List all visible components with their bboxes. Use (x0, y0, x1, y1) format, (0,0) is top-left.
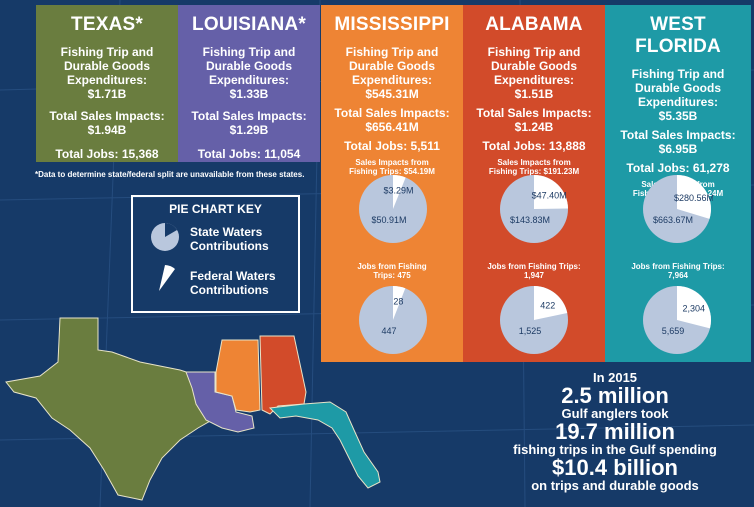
summary-spend-text: on trips and durable goods (531, 478, 699, 493)
texas-title: TEXAS* (71, 14, 143, 35)
louisiana-jobs: Total Jobs: 11,054 (197, 147, 301, 161)
mississippi-jobs: Total Jobs: 5,511 (344, 139, 440, 153)
key-federal-line1: Federal Waters (190, 269, 276, 283)
texas-sales-label: Total Sales Impacts: (49, 109, 165, 123)
alabama-jobs-pie-state-label: 1,525 (519, 326, 542, 336)
west-florida-expenditures-value: $5.35B (658, 109, 698, 123)
west-florida-sales-pie-federal-label: $280.56M (674, 193, 713, 203)
texas-expenditures-label: Fishing Trip and Durable Goods Expenditu… (60, 45, 154, 87)
louisiana-title: LOUISIANA* (192, 14, 306, 35)
summary-trips-text: fishing trips in the Gulf spending (513, 442, 717, 457)
west-florida-jobs-pie-title: Jobs from Fishing Trips: 7,964 (631, 262, 725, 280)
alabama-sales-value: $1.24B (514, 120, 554, 134)
mississippi-sales-label: Total Sales Impacts: (334, 106, 450, 120)
alabama-jobs-pie-title: Jobs from Fishing Trips: 1,947 (487, 262, 581, 280)
alabama-sales-pie-title: Sales Impacts from Fishing Trips: $191.2… (488, 158, 580, 176)
west-florida-title: WEST FLORIDA (635, 14, 721, 57)
mississippi-jobs-pie-title: Jobs from Fishing Trips: 475 (357, 262, 427, 280)
texas-panel: TEXAS* Fishing Trip and Durable Goods Ex… (36, 5, 178, 162)
mississippi-sales-pie-state-label: $50.91M (371, 215, 406, 225)
summary-anglers: 2.5 million (561, 383, 669, 408)
west-florida-sales-pie-state-label: $663.67M (653, 215, 693, 225)
key-state-label: State Waters Contributions (190, 225, 269, 253)
louisiana-sales-label: Total Sales Impacts: (191, 109, 307, 123)
mississippi-expenditures-label: Fishing Trip and Durable Goods Expenditu… (345, 45, 439, 87)
key-state-pie-icon (151, 223, 179, 251)
summary-stats: In 2015 2.5 million Gulf anglers took 19… (480, 370, 750, 493)
west-florida-sales-pie-federal-slice (677, 175, 711, 219)
mississippi-map-shape (215, 339, 261, 413)
texas-jobs: Total Jobs: 15,368 (55, 147, 159, 161)
texas-map-shape (5, 317, 213, 501)
pie-chart-key: PIE CHART KEY State Waters Contributions… (131, 195, 300, 313)
alabama-sales-pie: $47.40M $143.83M (500, 175, 568, 243)
florida-map-shape (268, 401, 381, 489)
texas-sales-value: $1.94B (87, 123, 127, 137)
key-title: PIE CHART KEY (169, 202, 262, 216)
west-florida-sales-label: Total Sales Impacts: (620, 128, 736, 142)
alabama-sales-label: Total Sales Impacts: (476, 106, 592, 120)
alabama-expenditures-label: Fishing Trip and Durable Goods Expenditu… (487, 45, 581, 87)
mississippi-title: MISSISSIPPI (334, 14, 450, 35)
alabama-title: ALABAMA (485, 14, 583, 35)
west-florida-jobs-pie: 2,304 5,659 (643, 286, 711, 354)
alabama-jobs-pie: 422 1,525 (500, 286, 568, 354)
west-florida-jobs: Total Jobs: 61,278 (626, 161, 730, 175)
footnote: *Data to determine state/federal split a… (35, 170, 305, 179)
louisiana-expenditures-label: Fishing Trip and Durable Goods Expenditu… (202, 45, 296, 87)
louisiana-map-shape (185, 371, 255, 433)
key-federal-label: Federal Waters Contributions (190, 269, 276, 297)
mississippi-sales-pie-federal-label: $3.29M (384, 186, 414, 196)
louisiana-sales-value: $1.29B (229, 123, 269, 137)
key-federal-line2: Contributions (190, 283, 269, 297)
alabama-jobs: Total Jobs: 13,888 (482, 139, 586, 153)
west-florida-jobs-pie-federal-slice (677, 286, 711, 329)
alabama-jobs-pie-federal-slice (534, 286, 568, 320)
louisiana-expenditures-value: $1.33B (229, 87, 269, 101)
key-state-line1: State Waters (190, 225, 263, 239)
mississippi-jobs-pie-state-label: 447 (381, 326, 396, 336)
alabama-jobs-pie-federal-label: 422 (540, 300, 555, 310)
summary-trips: 19.7 million (555, 419, 675, 444)
west-florida-sales-pie: $280.56M $663.67M (643, 175, 713, 243)
alabama-sales-pie-state-label: $143.83M (510, 215, 550, 225)
texas-expenditures-value: $1.71B (87, 87, 127, 101)
mississippi-sales-pie: $3.29M $50.91M (359, 175, 427, 243)
summary-anglers-text: Gulf anglers took (561, 406, 669, 421)
louisiana-panel: LOUISIANA* Fishing Trip and Durable Good… (178, 5, 320, 162)
summary-spend: $10.4 billion (552, 455, 678, 480)
mississippi-sales-value: $656.41M (365, 120, 419, 134)
mississippi-jobs-pie-federal-label: 28 (393, 297, 403, 307)
alabama-sales-pie-federal-label: $47.40M (532, 191, 567, 201)
west-florida-sales-value: $6.95B (658, 142, 698, 156)
alabama-expenditures-value: $1.51B (514, 87, 554, 101)
west-florida-jobs-pie-state-label: 5,659 (662, 326, 685, 336)
summary-year: In 2015 (592, 370, 638, 385)
mississippi-expenditures-value: $545.31M (365, 87, 419, 101)
mississippi-sales-pie-federal-slice (393, 175, 406, 209)
mississippi-jobs-pie: 28 447 (359, 286, 427, 354)
west-florida-expenditures-label: Fishing Trip and Durable Goods Expenditu… (631, 67, 725, 109)
mississippi-sales-pie-title: Sales Impacts from Fishing Trips: $54.19… (349, 158, 435, 176)
alabama-map-shape (259, 335, 307, 415)
west-florida-jobs-pie-federal-label: 2,304 (682, 304, 705, 314)
mississippi-jobs-pie-federal-slice (393, 286, 406, 320)
key-state-line2: Contributions (190, 239, 269, 253)
key-federal-wedge-icon (159, 265, 175, 291)
alabama-sales-pie-federal-slice (534, 175, 568, 209)
